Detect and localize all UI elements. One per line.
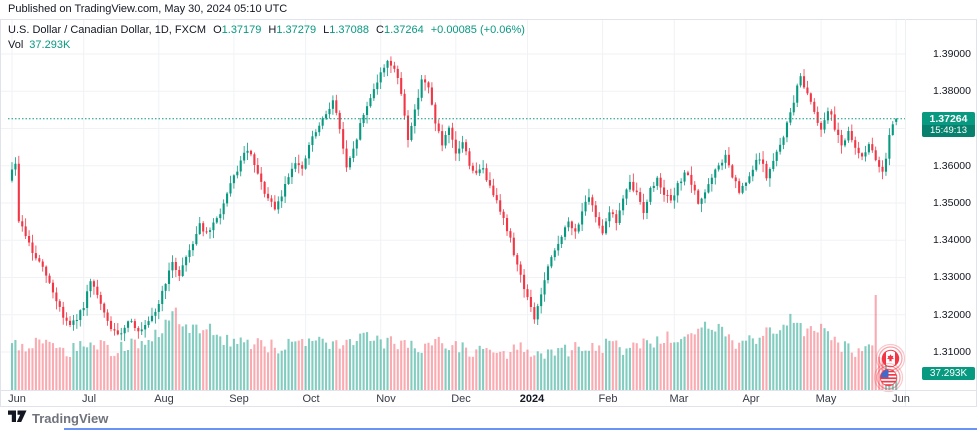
time-axis-label: Mar — [669, 393, 689, 405]
chart-legend: U.S. Dollar / Canadian Dollar, 1D, FXCM O… — [8, 23, 525, 53]
price-change: +0.00085 (+0.06%) — [430, 24, 525, 36]
price-axis-label: 1.32000 — [933, 309, 971, 321]
time-axis-label: Sep — [229, 393, 249, 405]
time-axis-label: Aug — [154, 393, 174, 405]
time-axis-label: Dec — [451, 393, 471, 405]
candlestick-chart[interactable] — [0, 19, 977, 406]
volume-label: Vol — [8, 39, 24, 51]
us-flag-icon — [873, 362, 904, 393]
time-axis-label: May — [815, 393, 837, 405]
price-axis-label: 1.35000 — [933, 197, 971, 209]
time-axis-label: Apr — [742, 393, 760, 405]
footer: TradingView — [8, 410, 108, 427]
price-axis-label: 1.33000 — [933, 271, 971, 283]
publish-bar: Published on TradingView.com, May 30, 20… — [0, 0, 977, 19]
tradingview-logo-text[interactable]: TradingView — [32, 411, 109, 426]
price-axis-label: 1.31000 — [933, 346, 971, 358]
symbol-title: U.S. Dollar / Canadian Dollar, 1D, FXCM — [8, 24, 207, 36]
bottom-accent-line — [64, 428, 977, 430]
volume-badge: 37.293K — [922, 367, 975, 380]
price-axis-label: 1.39000 — [933, 48, 971, 60]
time-axis-label: Nov — [376, 393, 396, 405]
time-axis-label: 2024 — [519, 393, 545, 405]
price-axis-label: 1.38000 — [933, 85, 971, 97]
ohlc-item: C1.37264 — [376, 24, 424, 36]
ohlc-item: O1.37179 — [213, 24, 262, 36]
ohlc-item: H1.37279 — [268, 24, 317, 36]
bar-countdown: 15:49:13 — [922, 125, 975, 137]
last-price-badge: 1.37264 15:49:13 — [922, 112, 975, 137]
volume-value: 37.293K — [29, 39, 71, 51]
tradingview-logo-icon[interactable] — [8, 409, 27, 429]
time-axis-label: Jul — [81, 393, 97, 405]
ohlc-values: O1.37179 H1.37279 L1.37088 C1.37264 — [206, 24, 424, 36]
last-price-value: 1.37264 — [922, 112, 975, 125]
price-axis-label: 1.34000 — [933, 234, 971, 246]
time-axis-label: Oct — [302, 393, 320, 405]
ohlc-item: L1.37088 — [323, 24, 370, 36]
price-axis-label: 1.36000 — [933, 160, 971, 172]
publish-text: Published on TradingView.com, May 30, 20… — [8, 3, 288, 15]
time-axis-label: Feb — [598, 393, 618, 405]
price-axis-separator — [905, 19, 906, 406]
time-axis-label: Jun — [8, 393, 26, 405]
time-axis-separator — [0, 390, 976, 391]
time-axis-label: Jun — [892, 393, 910, 405]
